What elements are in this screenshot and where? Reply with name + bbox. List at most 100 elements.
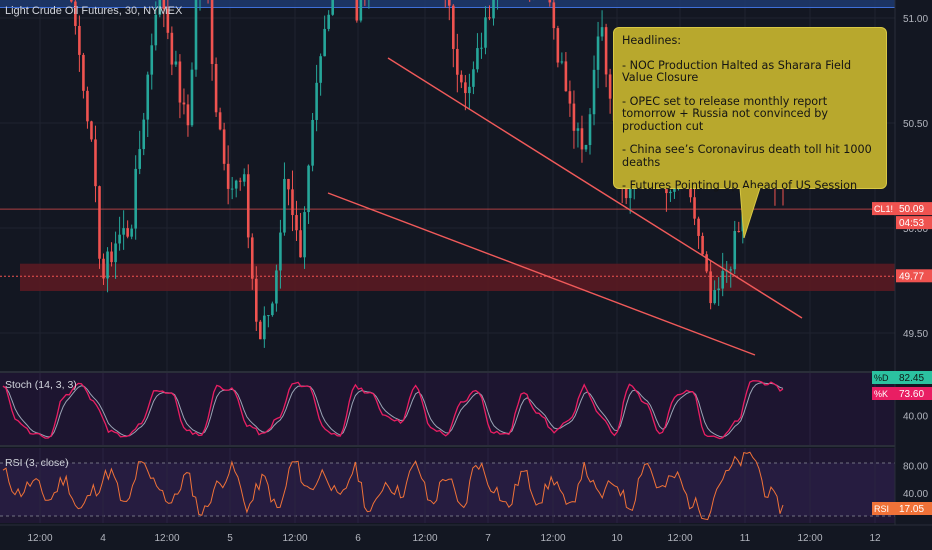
headline-item: - China see’s Coronavirus death toll hit… [622,143,872,169]
time-tick-label: 12:00 [27,533,52,544]
badge-value: 50.09 [899,204,924,215]
candle [472,61,475,95]
candle [311,112,314,172]
candle [497,0,499,10]
callout-heading: Headlines: [622,34,682,47]
headline-item: - Futures Pointing Up Ahead of US Sessio… [622,179,858,192]
candle [174,50,178,67]
candle [158,0,162,18]
candle [480,32,483,59]
candle [102,253,105,285]
candle [709,260,712,310]
candle [367,0,371,9]
candle [150,33,154,90]
rsi-tick-label: 40.00 [903,489,928,500]
headline-item: - OPEC set to release monthly report tom… [622,94,828,133]
candle [729,266,733,288]
candle [737,221,741,233]
candle [170,26,174,76]
candle [327,10,330,32]
candle [604,23,608,88]
badge-value: 17.05 [899,504,924,515]
upper-trendline[interactable] [387,57,803,319]
candle [194,0,198,77]
rsi-axis-ticks: 80.00 40.00 [903,462,928,500]
price-badge: 04:53 [896,216,932,230]
candle [468,73,471,110]
badge-label: RSI [874,504,889,514]
time-tick-label: 5 [227,533,233,544]
candle [190,62,194,127]
candle [82,52,85,99]
candle [488,5,491,21]
candle [697,216,700,249]
candle [576,122,580,148]
candle [287,178,290,206]
candle [279,219,282,289]
stoch-k-line [2,380,784,440]
candle [721,252,724,297]
candle [226,145,230,205]
time-axis-ticks: 12:00 4 12:00 5 12:00 6 12:00 7 12:00 10 12:00 11 12… [27,533,881,544]
candle [242,168,246,187]
candle [552,0,556,40]
candle [476,33,479,73]
stoch-title: Stoch (14, 3, 3) [5,379,77,391]
candle [717,277,720,306]
candle [669,189,672,202]
price-tick-label: 50.00 [903,224,928,235]
candle [713,280,716,305]
candle [592,55,596,126]
candle [178,54,182,119]
callout-pointer [739,188,761,239]
time-tick-label: 12:00 [797,533,822,544]
candle [218,107,222,131]
rsi-tick-label: 80.00 [903,462,928,473]
candle [98,185,101,269]
candle [556,25,560,68]
candle [114,231,117,279]
candle [572,90,576,149]
time-tick-label: 10 [611,533,623,544]
price-badge: RSI 17.05 [872,502,932,515]
headlines-callout[interactable]: Headlines: - NOC Production Halted as Sh… [613,27,887,192]
time-tick-label: 12:00 [412,533,437,544]
candle [246,164,250,249]
candle [122,210,125,250]
badge-value: 04:53 [899,218,924,229]
time-tick-label: 12:00 [282,533,307,544]
candle [210,0,214,81]
candle [146,71,150,137]
candle [452,4,455,68]
time-tick-label: 6 [355,533,361,544]
candle [315,64,318,132]
candle [548,0,552,7]
candle [186,94,190,137]
price-tick-label: 50.50 [903,119,928,130]
time-tick-label: 7 [485,533,491,544]
candle [291,170,294,232]
stoch-d-line [2,382,784,438]
candle [275,264,278,312]
candle [182,88,186,115]
candle [263,306,266,348]
lower-trendline[interactable] [327,192,756,356]
candle [142,112,146,156]
time-tick-label: 4 [100,533,106,544]
badge-value: 82.45 [899,373,924,384]
candle [359,0,363,23]
candle [560,52,564,65]
candle [600,10,604,41]
time-tick-label: 12 [869,533,881,544]
time-axis[interactable] [0,525,932,550]
candle [303,206,306,269]
candle [564,52,568,92]
candle [307,164,310,224]
candle [154,1,158,51]
candle [162,0,166,28]
badge-label: %D [874,373,889,383]
support-zone [20,263,895,291]
candle [580,115,584,163]
rsi-pane: RSI (3, close) [0,448,895,523]
